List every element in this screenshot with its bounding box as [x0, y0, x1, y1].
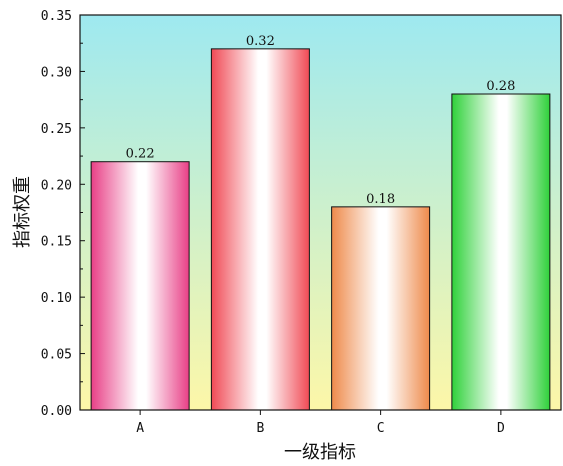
bar-d	[451, 93, 551, 411]
y-tick-label: 0.30	[41, 65, 72, 80]
plot-frame	[79, 14, 562, 411]
data-label-d: 0.28	[486, 79, 515, 94]
y-tick-label: 0.25	[41, 122, 72, 137]
y-tick-label: 0.00	[41, 404, 72, 419]
x-tick-label: D	[497, 421, 505, 436]
y-tick-label: 0.35	[41, 9, 72, 24]
bar-b	[210, 48, 310, 411]
y-tick-label: 0.05	[41, 348, 72, 363]
y-tick-label: 0.20	[41, 178, 72, 193]
bar-a	[90, 161, 190, 411]
y-axis: 0.00 0.05 0.10 0.15 0.20 0.25 0.30 0.35	[41, 9, 85, 419]
bars-group	[90, 48, 551, 411]
y-tick-label: 0.10	[41, 291, 72, 306]
x-tick-label: C	[377, 421, 385, 436]
x-tick-label: B	[256, 421, 264, 436]
data-labels-group: 0.22 0.32 0.18 0.28	[126, 34, 516, 207]
y-tick-label: 0.15	[41, 235, 72, 250]
data-label-a: 0.22	[126, 147, 155, 162]
x-axis-title: 一级指标	[284, 442, 356, 463]
data-label-c: 0.18	[366, 192, 395, 207]
x-axis: A B C D	[136, 410, 505, 436]
bar-c	[331, 206, 431, 411]
y-axis-title: 指标权重	[12, 176, 33, 248]
x-tick-label: A	[136, 421, 144, 436]
data-label-b: 0.32	[246, 34, 275, 49]
